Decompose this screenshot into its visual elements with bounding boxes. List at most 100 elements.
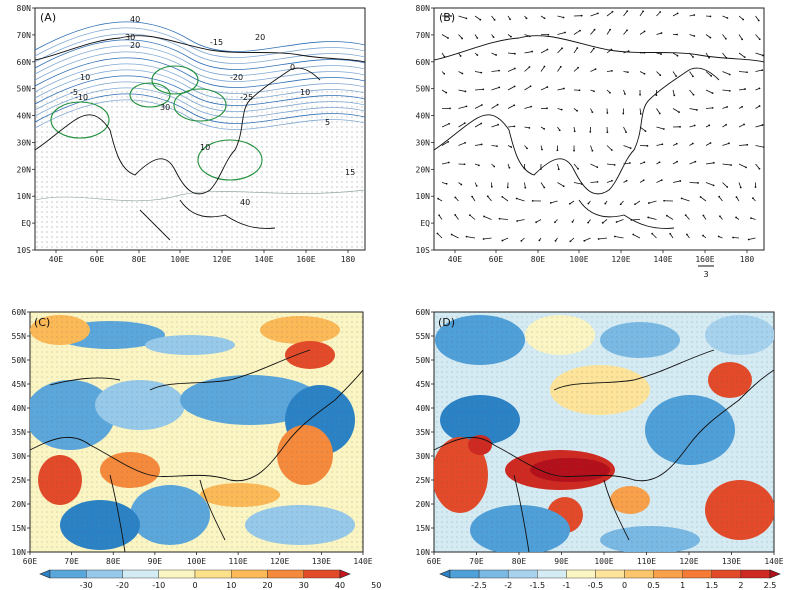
wind-vector-head [604, 202, 607, 205]
wind-vector-head [692, 93, 695, 96]
wind-vector [738, 163, 747, 168]
wind-vector-head [718, 195, 721, 198]
wind-vector [441, 141, 449, 146]
wind-vector-head [480, 104, 483, 106]
wind-vector [689, 161, 696, 165]
wind-vector-head [587, 202, 590, 205]
wind-vector [524, 51, 533, 54]
contour-line-green [151, 65, 199, 95]
wind-vector-head [531, 199, 534, 202]
wind-vector-head [563, 87, 565, 90]
wind-vector-head [478, 164, 480, 167]
wind-vector-head [497, 123, 499, 126]
wind-vector-head [680, 197, 683, 200]
wind-vector-head [606, 112, 609, 114]
wind-vector-head [445, 91, 448, 94]
wind-vector-head [726, 186, 729, 188]
wind-vector-head [530, 105, 532, 108]
wind-vector [672, 180, 681, 183]
wind-vector-head [648, 202, 650, 204]
wind-vector-head [509, 18, 512, 21]
wind-vector [623, 126, 627, 133]
wind-vector-head [576, 109, 579, 112]
wind-vector-head [711, 92, 714, 95]
wind-vector-head [591, 149, 594, 152]
wind-vector-head [660, 53, 662, 55]
wind-vector-head [692, 75, 694, 78]
x-tick-label: 160E [695, 255, 714, 264]
wind-vector-head [464, 90, 467, 93]
colorbar-tick-label: 0.5 [647, 581, 660, 590]
wind-vector [474, 71, 482, 74]
wind-vector-head [476, 54, 479, 56]
y-tick-label: 30N [416, 138, 431, 147]
wind-vector-head [543, 186, 546, 189]
y-tick-label: 45N [416, 380, 431, 389]
y-tick-label: 25N [12, 476, 27, 485]
wind-vector-head [513, 125, 516, 128]
wind-vector-head [476, 37, 479, 39]
contour-line [35, 93, 365, 124]
wind-vector-head [437, 197, 440, 200]
panel-d-field [434, 312, 774, 552]
contour-label: -10 [75, 93, 88, 102]
wind-vector [722, 52, 727, 59]
wind-vector [705, 89, 713, 94]
colorbar-swatch [624, 569, 654, 579]
wind-vector [540, 182, 545, 188]
wind-vector [590, 29, 595, 35]
panel-b: (B) 40E 60E 80E 100E 120E 140E 160E 180 80N 70N 6… [416, 4, 765, 279]
wind-vector [689, 71, 694, 77]
wind-vector-head [651, 232, 654, 235]
wind-vector [705, 182, 714, 186]
panel-d: (D) 60E 70E 80E 90E 100E 110E 120E 130E 140E 60N… [416, 308, 784, 590]
wind-vector-head [702, 234, 704, 237]
wind-vector-head [583, 239, 586, 242]
x-tick-label: 120E [212, 255, 231, 264]
wind-vector-head [591, 111, 594, 114]
wind-vector-head [643, 161, 646, 164]
wind-vector [483, 237, 492, 240]
y-tick-label: 80N [17, 4, 32, 13]
y-tick-label: 30N [17, 138, 32, 147]
wind-vector-head [743, 123, 745, 126]
contour-line [35, 99, 365, 130]
wind-vector-head [513, 85, 516, 88]
colorbar-tick-label: -1.5 [529, 581, 545, 590]
contour-label: -5 [70, 88, 78, 97]
x-tick-label: 60E [23, 557, 38, 566]
wind-vector-head [482, 88, 485, 91]
y-tick-label: 10S [416, 246, 431, 255]
panel-b-label: (B) [439, 11, 455, 24]
wind-vector [633, 234, 641, 239]
panel-a-x-ticks: 40E 60E 80E 100E 120E 140E 160E 180 [49, 250, 356, 264]
contour-label: 40 [130, 15, 140, 24]
x-tick-label: 180 [341, 255, 356, 264]
wind-vector-head [573, 149, 575, 152]
wind-vector-head [557, 168, 560, 171]
wind-vector-head [577, 66, 580, 69]
y-tick-label: 50N [416, 85, 431, 94]
colorbar-tick-label: 0 [192, 581, 197, 590]
wind-vector-head [693, 35, 696, 37]
wind-vector-head [480, 71, 483, 74]
wind-vector-head [510, 146, 513, 148]
wind-vector-head [561, 47, 563, 50]
wind-vector [507, 86, 515, 91]
wind-vector [466, 236, 476, 239]
wind-vector [614, 236, 624, 239]
wind-vector [738, 52, 745, 58]
wind-vector-head [454, 213, 457, 216]
wind-vector-head [524, 186, 527, 189]
wind-vector-head [549, 201, 552, 204]
colorbar-swatch [158, 569, 196, 579]
wind-vector [524, 85, 531, 91]
wind-vector [718, 196, 723, 202]
wind-vector-head [568, 202, 571, 205]
x-tick-label: 100E [594, 557, 613, 566]
wind-vector-head [597, 238, 600, 240]
wind-vector-head [559, 65, 562, 68]
wind-vector [483, 216, 492, 220]
wind-vector [499, 218, 509, 220]
wind-vector [656, 143, 663, 146]
